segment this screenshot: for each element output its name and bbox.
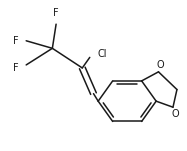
Text: Cl: Cl — [97, 49, 107, 59]
Text: O: O — [157, 60, 164, 70]
Text: F: F — [13, 36, 19, 46]
Text: F: F — [53, 8, 59, 18]
Text: O: O — [171, 109, 179, 119]
Text: F: F — [13, 63, 19, 73]
